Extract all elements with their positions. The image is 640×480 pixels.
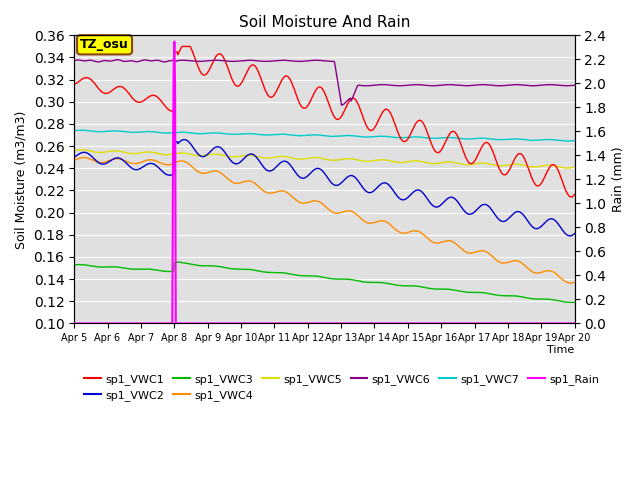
Text: Time: Time (547, 345, 575, 355)
Title: Soil Moisture And Rain: Soil Moisture And Rain (239, 15, 410, 30)
Text: TZ_osu: TZ_osu (80, 38, 129, 51)
Y-axis label: Soil Moisture (m3/m3): Soil Moisture (m3/m3) (15, 110, 28, 249)
Y-axis label: Rain (mm): Rain (mm) (612, 146, 625, 212)
Legend: sp1_VWC1, sp1_VWC2, sp1_VWC3, sp1_VWC4, sp1_VWC5, sp1_VWC6, sp1_VWC7, sp1_Rain: sp1_VWC1, sp1_VWC2, sp1_VWC3, sp1_VWC4, … (80, 369, 604, 406)
